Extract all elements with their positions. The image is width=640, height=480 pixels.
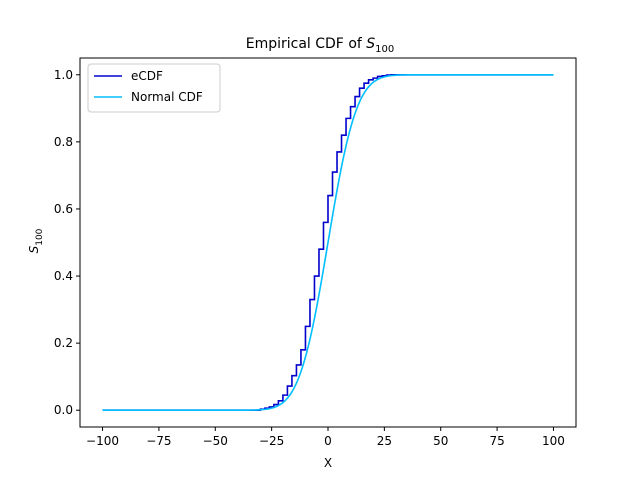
y-axis-ticks: 0.0 0.2 0.4 0.6 0.8 1.0 [54, 68, 80, 417]
y-tick-label: 0.2 [54, 336, 73, 350]
x-tick-label: −100 [86, 434, 119, 448]
ylabel-math-sub: 100 [35, 228, 45, 245]
x-tick-label: 100 [542, 434, 565, 448]
legend-label: Normal CDF [131, 90, 203, 104]
title-math-sub: 100 [375, 44, 394, 55]
legend: eCDF Normal CDF [87, 63, 221, 113]
x-tick-label: −75 [146, 434, 171, 448]
y-tick-label: 0.8 [54, 135, 73, 149]
series-layer [102, 73, 554, 412]
x-axis-ticks: −100 −75 −50 −25 0 25 50 75 100 [86, 427, 565, 448]
x-tick-label: 50 [433, 434, 448, 448]
ylabel-math-base: S [27, 245, 41, 253]
series-line-normal-cdf [102, 73, 554, 412]
x-tick-label: 75 [489, 434, 504, 448]
y-tick-label: 0.0 [54, 403, 73, 417]
title-math-base: S [366, 36, 375, 52]
x-axis-label: X [324, 456, 332, 470]
x-tick-label: −25 [259, 434, 284, 448]
y-axis-label: S100 [27, 228, 45, 253]
y-tick-label: 0.4 [54, 269, 73, 283]
chart-title: Empirical CDF of S100 [246, 36, 395, 55]
x-tick-label: −50 [203, 434, 228, 448]
x-tick-label: 25 [377, 434, 392, 448]
y-tick-label: 1.0 [54, 68, 73, 82]
x-tick-label: 0 [324, 434, 332, 448]
series-line-ecdf [102, 73, 554, 412]
legend-label: eCDF [131, 69, 163, 83]
y-tick-label: 0.6 [54, 202, 73, 216]
